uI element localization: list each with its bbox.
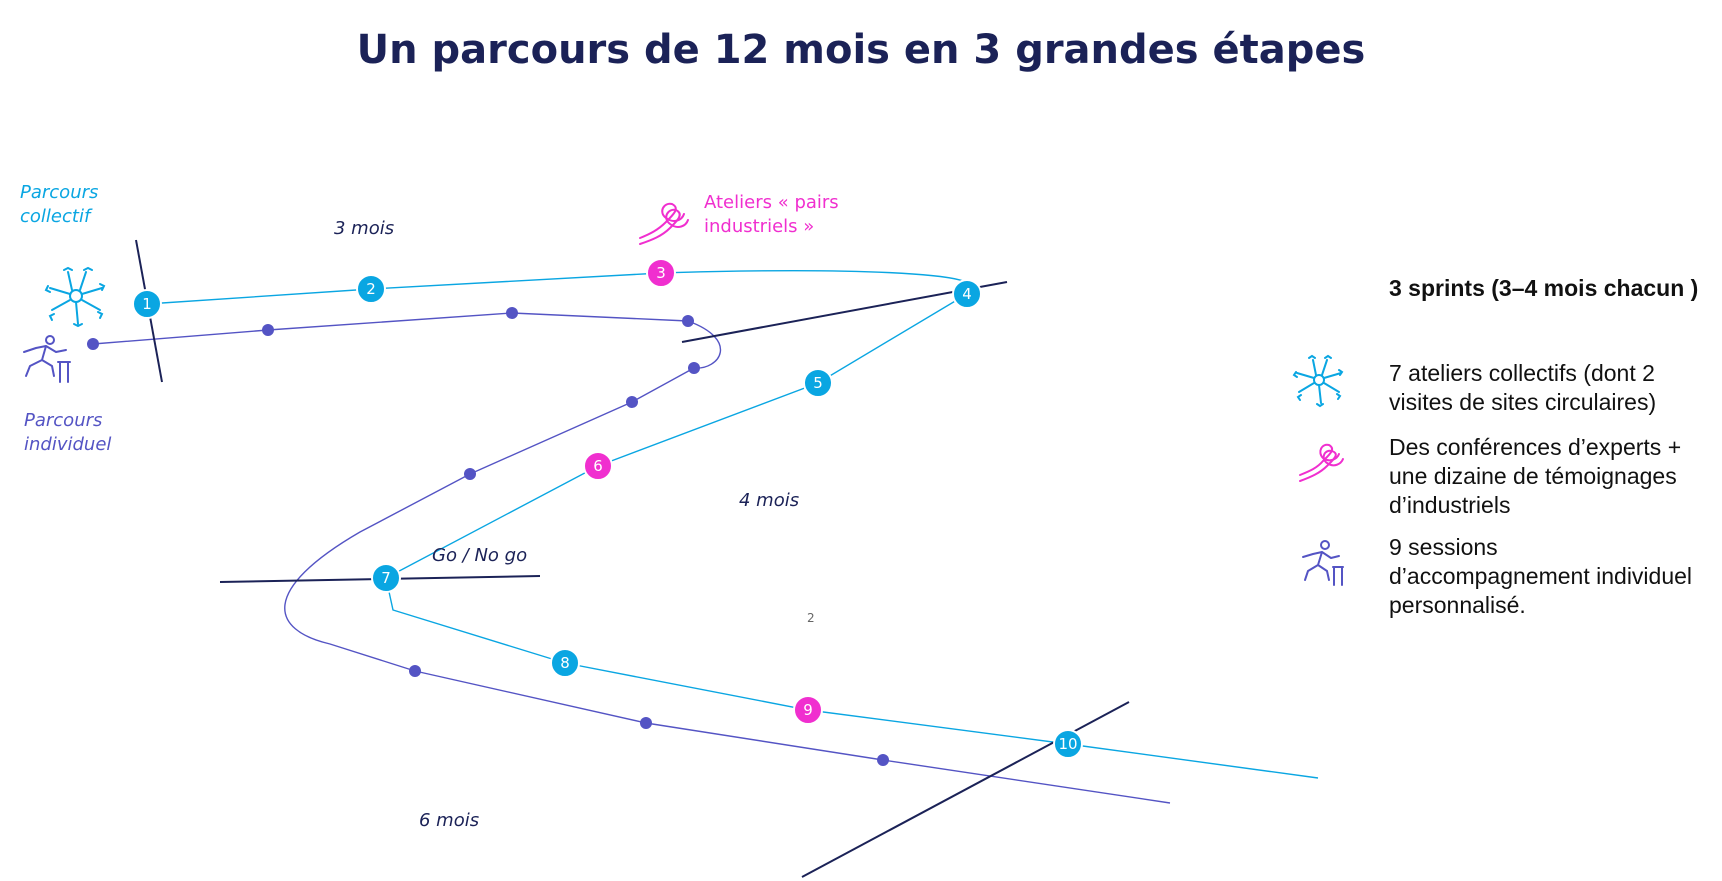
milestone-4: 4 (952, 279, 982, 309)
collectif-label-line2: collectif (20, 206, 93, 227)
individuel-label-line1: Parcours (24, 410, 102, 431)
individual-session-dot (626, 396, 638, 408)
runner-hurdle-icon (23, 335, 71, 383)
milestone-number: 7 (381, 569, 391, 587)
ateliers-label: Ateliers « pairs industriels » (704, 192, 844, 237)
phase3-duration: 6 mois (419, 810, 479, 831)
milestone-circle (793, 695, 823, 725)
milestone-number: 4 (962, 285, 972, 303)
individual-session-dot (682, 315, 694, 327)
individuel-label: Parcours individuel (24, 410, 111, 455)
milestone-circle (1053, 729, 1083, 759)
page-number: 2 (807, 611, 815, 625)
milestone-8: 8 (550, 648, 580, 678)
individual-session-dot (640, 717, 652, 729)
legend-item-conferences: Des conférences d’experts + une dizaine … (1389, 434, 1688, 518)
milestone-circle (132, 289, 162, 319)
milestone-number: 9 (803, 701, 813, 719)
milestone-10: 10 (1053, 729, 1083, 759)
milestone-1: 1 (132, 289, 162, 319)
runner-hurdle-icon (1302, 540, 1344, 586)
individual-session-dot (688, 362, 700, 374)
individual-session-dot (87, 338, 99, 350)
knot-icon (639, 202, 689, 245)
legend-item-workshops: 7 ateliers collectifs (dont 2 visites de… (1389, 360, 1661, 415)
collectif-label-line1: Parcours (20, 182, 98, 203)
milestone-circle (356, 274, 386, 304)
milestone-number: 3 (656, 264, 666, 282)
milestone-circle (550, 648, 580, 678)
milestone-number: 10 (1058, 735, 1077, 753)
phase1-duration: 3 mois (334, 218, 394, 239)
ateliers-label-line1: Ateliers « pairs (704, 192, 839, 213)
milestone-circle (583, 451, 613, 481)
page-title: Un parcours de 12 mois en 3 grandes étap… (357, 27, 1366, 73)
milestone-7: 7 (371, 563, 401, 593)
milestone-number: 1 (142, 295, 152, 313)
individual-session-dot (877, 754, 889, 766)
legend-item-individual: 9 sessions d’accompagnement individuel p… (1389, 534, 1698, 618)
milestone-3: 3 (646, 258, 676, 288)
individual-path (92, 312, 1171, 804)
milestone-number: 8 (560, 654, 570, 672)
individual-sessions (87, 307, 889, 766)
individual-session-dot (409, 665, 421, 677)
milestone-5: 5 (803, 368, 833, 398)
team-hands-icon (44, 266, 106, 328)
milestone-number: 5 (813, 374, 823, 392)
individual-session-dot (506, 307, 518, 319)
legend-heading: 3 sprints (3–4 mois chacun ) (1389, 275, 1698, 301)
collective-path (146, 270, 1319, 779)
legend: 3 sprints (3–4 mois chacun ) 7 ateliers … (1292, 275, 1698, 618)
milestone-9: 9 (793, 695, 823, 725)
milestone-number: 6 (593, 457, 603, 475)
ateliers-label-line2: industriels » (704, 216, 814, 237)
gonogo-label: Go / No go (432, 545, 527, 566)
individual-session-dot (262, 324, 274, 336)
team-hands-icon (1292, 354, 1344, 408)
milestone-2: 2 (356, 274, 386, 304)
milestone-circle (952, 279, 982, 309)
milestone-number: 2 (366, 280, 376, 298)
milestone-circle (646, 258, 676, 288)
individual-session-dot (464, 468, 476, 480)
milestone-6: 6 (583, 451, 613, 481)
milestones: 1 2 3 4 5 6 7 8 9 10 (132, 258, 1083, 759)
milestone-circle (371, 563, 401, 593)
knot-icon (1299, 443, 1344, 482)
phase2-duration: 4 mois (739, 490, 799, 511)
individuel-label-line2: individuel (24, 434, 111, 455)
milestone-circle (803, 368, 833, 398)
collectif-label: Parcours collectif (20, 182, 104, 227)
